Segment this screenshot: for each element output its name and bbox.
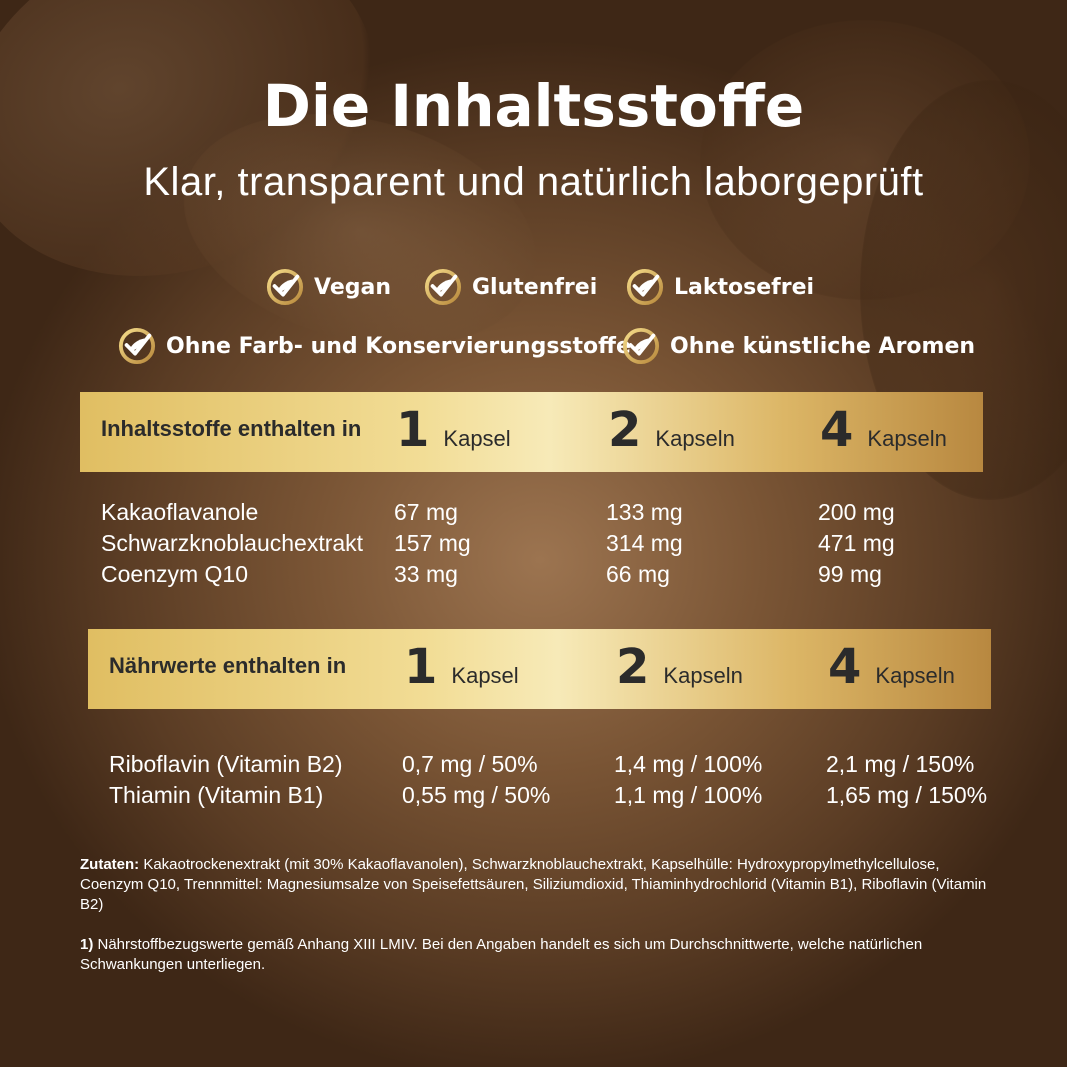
row-value: 0,55 mg / 50% (402, 782, 551, 808)
capsule-count: 4 (828, 639, 862, 695)
capsule-count: 1 (396, 402, 430, 458)
cocoa-bean-decoration (700, 20, 1030, 300)
table-row: Schwarzknoblauchextrakt 157 mg 314 mg 47… (101, 528, 1001, 559)
row-value: 471 mg (818, 530, 895, 556)
table-row: Kakaoflavanole 67 mg 133 mg 200 mg (101, 497, 1001, 528)
ingredients-note-text: Kakaotrockenextrakt (mit 30% Kakaoflavan… (80, 856, 987, 913)
footnote-text: Nährstoffbezugswerte gemäß Anhang XIII L… (80, 936, 923, 973)
page-subtitle: Klar, transparent und natürlich laborgep… (143, 160, 924, 204)
capsule-count: 2 (608, 402, 642, 458)
row-name: Coenzym Q10 (101, 561, 249, 587)
column-1-capsule: 1 Kapsel (404, 639, 519, 695)
badge-label: Glutenfrei (472, 274, 598, 300)
capsule-unit: Kapseln (663, 663, 743, 688)
ingredients-note-label: Zutaten: (80, 856, 140, 873)
badge-no-artificial-flavors: Ohne künstliche Aromen (622, 327, 975, 365)
row-name: Schwarzknoblauchextrakt (101, 530, 364, 556)
capsule-count: 2 (616, 639, 650, 695)
row-value: 314 mg (606, 530, 683, 556)
capsule-unit: Kapseln (867, 426, 947, 451)
row-value: 33 mg (394, 561, 458, 587)
row-name: Kakaoflavanole (101, 499, 259, 525)
leaf-check-icon (626, 268, 664, 306)
badge-vegan: Vegan (266, 268, 391, 306)
capsule-unit: Kapseln (875, 663, 955, 688)
footnote-label: 1) (80, 936, 94, 953)
badge-label: Ohne künstliche Aromen (670, 333, 976, 359)
capsule-count: 1 (404, 639, 438, 695)
badge-glutenfree: Glutenfrei (424, 268, 597, 306)
row-name: Riboflavin (Vitamin B2) (109, 751, 343, 777)
leaf-check-icon (118, 327, 156, 365)
row-value: 99 mg (818, 561, 882, 587)
leaf-check-icon (622, 327, 660, 365)
table-row: Thiamin (Vitamin B1) 0,55 mg / 50% 1,1 m… (109, 780, 1009, 811)
row-value: 1,65 mg / 150% (826, 782, 988, 808)
row-value: 66 mg (606, 561, 670, 587)
row-value: 133 mg (606, 499, 683, 525)
column-1-capsule: 1 Kapsel (396, 402, 511, 458)
row-value: 2,1 mg / 150% (826, 751, 975, 777)
badge-lactosefree: Laktosefrei (626, 268, 814, 306)
leaf-check-icon (424, 268, 462, 306)
capsule-unit: Kapseln (655, 426, 735, 451)
badge-label: Vegan (314, 274, 391, 300)
ingredients-note: Zutaten: Kakaotrockenextrakt (mit 30% Ka… (80, 855, 990, 915)
row-value: 67 mg (394, 499, 458, 525)
row-value: 1,1 mg / 100% (614, 782, 763, 808)
row-value: 200 mg (818, 499, 895, 525)
capsule-unit: Kapsel (443, 426, 511, 451)
nutrients-header-label: Nährwerte enthalten in (109, 653, 347, 678)
badge-no-colorants: Ohne Farb- und Konservierungsstoffe (118, 327, 631, 365)
badge-label: Laktosefrei (674, 274, 815, 300)
badge-label: Ohne Farb- und Konservierungsstoffe (166, 333, 631, 359)
column-4-capsules: 4 Kapseln (828, 639, 955, 695)
capsule-count: 4 (820, 402, 854, 458)
leaf-check-icon (266, 268, 304, 306)
row-value: 1,4 mg / 100% (614, 751, 763, 777)
column-2-capsules: 2 Kapseln (616, 639, 743, 695)
nutrients-header: Nährwerte enthalten in 1 Kapsel 2 Kapsel… (88, 629, 991, 709)
row-value: 157 mg (394, 530, 471, 556)
nutrients-table: Riboflavin (Vitamin B2) 0,7 mg / 50% 1,4… (109, 749, 1009, 811)
table-row: Riboflavin (Vitamin B2) 0,7 mg / 50% 1,4… (109, 749, 1009, 780)
footnote: 1) Nährstoffbezugswerte gemäß Anhang XII… (80, 935, 990, 975)
column-2-capsules: 2 Kapseln (608, 402, 735, 458)
table-row: Coenzym Q10 33 mg 66 mg 99 mg (101, 559, 1001, 590)
capsule-unit: Kapsel (451, 663, 519, 688)
ingredients-header-label: Inhaltsstoffe enthalten in (101, 416, 362, 441)
row-value: 0,7 mg / 50% (402, 751, 538, 777)
ingredients-header: Inhaltsstoffe enthalten in 1 Kapsel 2 Ka… (80, 392, 983, 472)
row-name: Thiamin (Vitamin B1) (109, 782, 324, 808)
page-title: Die Inhaltsstoffe (262, 72, 805, 140)
column-4-capsules: 4 Kapseln (820, 402, 947, 458)
ingredients-table: Kakaoflavanole 67 mg 133 mg 200 mg Schwa… (101, 497, 1001, 590)
